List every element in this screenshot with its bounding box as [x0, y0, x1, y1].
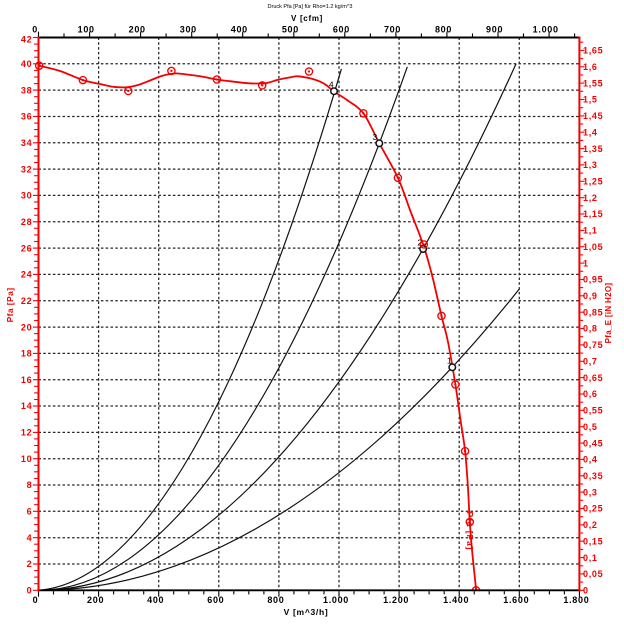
svg-text:0,5: 0,5	[583, 422, 598, 432]
svg-text:26: 26	[21, 243, 32, 253]
svg-text:0,4: 0,4	[583, 455, 598, 465]
svg-text:1.000: 1.000	[533, 25, 559, 35]
svg-text:1.000: 1.000	[323, 595, 349, 605]
svg-text:Pfa [Pa]: Pfa [Pa]	[465, 512, 475, 551]
svg-text:1,2: 1,2	[583, 193, 598, 203]
svg-text:12: 12	[21, 428, 32, 438]
svg-text:1,3: 1,3	[583, 160, 598, 170]
svg-text:1,4: 1,4	[583, 127, 598, 137]
svg-text:10: 10	[21, 454, 32, 464]
svg-text:1,25: 1,25	[583, 177, 603, 187]
svg-text:0,75: 0,75	[583, 340, 603, 350]
svg-text:1.400: 1.400	[443, 595, 469, 605]
svg-text:V [cfm]: V [cfm]	[291, 14, 323, 23]
svg-text:0,6: 0,6	[583, 389, 598, 399]
svg-text:900: 900	[486, 25, 503, 35]
svg-text:1,05: 1,05	[583, 242, 603, 252]
svg-text:0,55: 0,55	[583, 406, 603, 416]
svg-text:Pfa_E [iN H2O]: Pfa_E [iN H2O]	[604, 283, 613, 344]
svg-text:500: 500	[282, 25, 299, 35]
svg-text:0,1: 0,1	[583, 553, 598, 563]
svg-text:200: 200	[87, 595, 104, 605]
svg-text:1,6: 1,6	[583, 62, 598, 72]
svg-text:800: 800	[267, 595, 284, 605]
svg-text:1,15: 1,15	[583, 209, 603, 219]
svg-text:20: 20	[21, 322, 32, 332]
svg-text:0,3: 0,3	[583, 487, 598, 497]
svg-text:8: 8	[27, 480, 33, 490]
svg-text:1.200: 1.200	[383, 595, 409, 605]
svg-text:0: 0	[33, 595, 39, 605]
svg-text:1.600: 1.600	[503, 595, 529, 605]
svg-text:600: 600	[207, 595, 224, 605]
svg-text:0,45: 0,45	[583, 438, 603, 448]
svg-text:1,5: 1,5	[583, 95, 598, 105]
svg-text:0,2: 0,2	[583, 520, 598, 530]
svg-text:700: 700	[384, 25, 401, 35]
svg-text:0: 0	[32, 25, 38, 35]
svg-text:0,35: 0,35	[583, 471, 603, 481]
svg-text:36: 36	[21, 112, 32, 122]
svg-text:32: 32	[21, 164, 32, 174]
svg-text:300: 300	[180, 25, 197, 35]
svg-text:1,35: 1,35	[583, 144, 603, 154]
svg-text:0,85: 0,85	[583, 307, 603, 317]
svg-text:800: 800	[435, 25, 452, 35]
svg-text:0,7: 0,7	[583, 357, 598, 367]
svg-text:0: 0	[27, 586, 33, 596]
svg-text:22: 22	[21, 296, 32, 306]
svg-text:400: 400	[231, 25, 248, 35]
svg-text:1,1: 1,1	[583, 226, 598, 236]
svg-text:0,25: 0,25	[583, 504, 603, 514]
svg-text:0,9: 0,9	[583, 291, 598, 301]
svg-text:3: 3	[373, 132, 378, 142]
svg-text:200: 200	[129, 25, 146, 35]
svg-text:0: 0	[583, 586, 589, 596]
svg-text:28: 28	[21, 217, 32, 227]
svg-text:1: 1	[583, 258, 589, 268]
svg-text:18: 18	[21, 349, 32, 359]
svg-text:1,45: 1,45	[583, 111, 603, 121]
svg-text:40: 40	[21, 59, 32, 69]
svg-text:0,65: 0,65	[583, 373, 603, 383]
svg-text:34: 34	[21, 138, 32, 148]
svg-text:4: 4	[329, 79, 334, 89]
svg-text:0,95: 0,95	[583, 275, 603, 285]
svg-text:Druck Pfa [Pa] für Rho=1.2 kg/: Druck Pfa [Pa] für Rho=1.2 kg/m^3	[268, 4, 353, 10]
svg-text:Pfa [Pa]: Pfa [Pa]	[5, 288, 15, 323]
svg-text:0,8: 0,8	[583, 324, 598, 334]
svg-text:100: 100	[78, 25, 95, 35]
svg-text:6: 6	[27, 507, 33, 517]
svg-text:1: 1	[447, 356, 452, 366]
svg-text:1,55: 1,55	[583, 78, 603, 88]
svg-text:38: 38	[21, 85, 32, 95]
svg-text:1,65: 1,65	[583, 46, 603, 56]
svg-text:0,15: 0,15	[583, 536, 603, 546]
svg-text:2: 2	[27, 559, 33, 569]
svg-text:4: 4	[27, 533, 33, 543]
svg-text:42: 42	[21, 34, 32, 44]
svg-text:0,05: 0,05	[583, 569, 603, 579]
svg-text:16: 16	[21, 375, 32, 385]
svg-text:30: 30	[21, 191, 32, 201]
svg-text:V [m^3/h]: V [m^3/h]	[284, 607, 329, 617]
svg-text:400: 400	[147, 595, 164, 605]
svg-text:14: 14	[21, 401, 32, 411]
svg-text:24: 24	[21, 270, 32, 280]
svg-text:600: 600	[333, 25, 350, 35]
svg-text:1.800: 1.800	[563, 595, 589, 605]
